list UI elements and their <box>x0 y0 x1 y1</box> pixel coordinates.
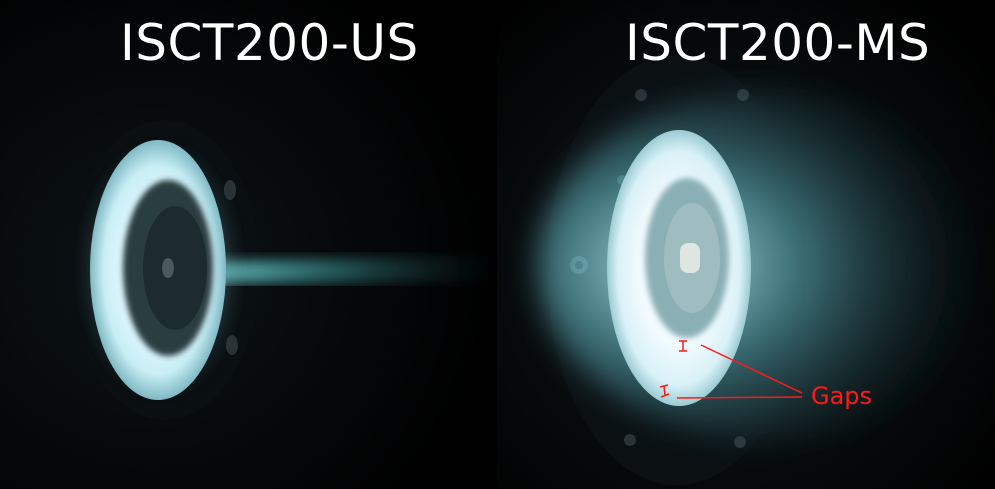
thruster-us-title: ISCT200-US <box>120 14 419 72</box>
thruster-us-scene <box>0 0 497 489</box>
plasma-plume <box>537 90 995 440</box>
gaps-annotation-label: Gaps <box>811 382 873 410</box>
thruster-ms-title: ISCT200-MS <box>625 14 931 72</box>
thruster-us-photo: ISCT200-US <box>0 0 497 489</box>
thruster-ms-photo: ISCT200-MS Gaps <box>497 0 995 489</box>
thruster-ms-scene <box>497 0 995 489</box>
gap-markers <box>659 340 803 399</box>
plasma-plume <box>200 255 497 283</box>
